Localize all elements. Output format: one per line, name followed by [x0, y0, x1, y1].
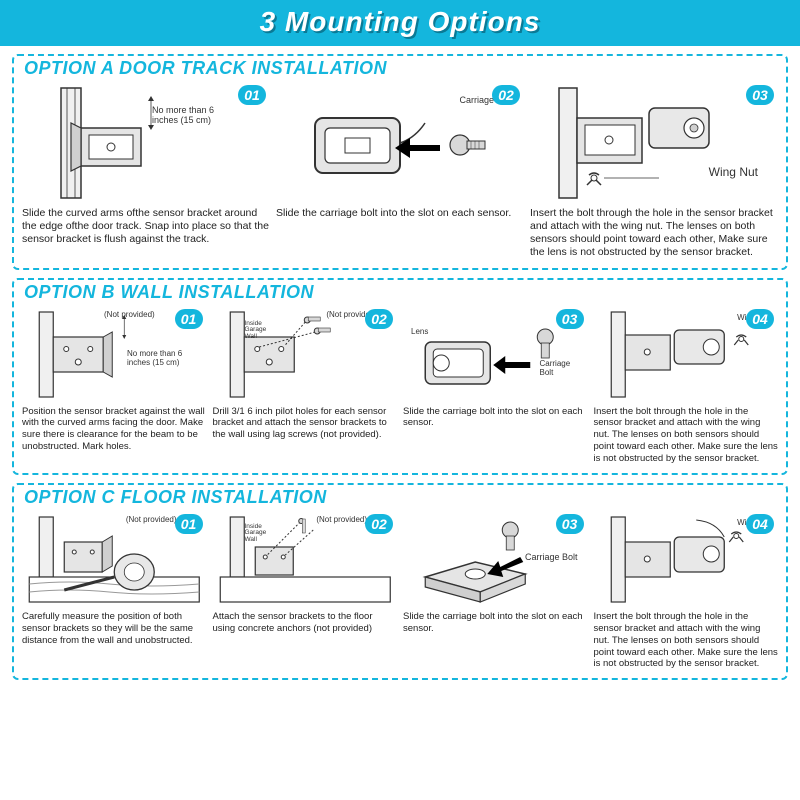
step-a2: 02 Carriage Bolt S [276, 83, 524, 260]
section-a-title: OPTION A DOOR TRACK INSTALLATION [24, 58, 778, 79]
step-b4: 04 Wing Nut Insert the bolt through the … [594, 307, 779, 465]
step-a1: 01 No more than 6 inches (15 cm [22, 83, 270, 260]
label-part-c3: Carriage Bolt [525, 552, 578, 562]
diagram-c2: 02 (Not provided) Inside Garage Wall [213, 512, 398, 607]
caption-c4: Insert the bolt through the hole in the … [594, 611, 779, 670]
diagram-c3: 03 Carriage Bolt [403, 512, 588, 607]
caption-a3: Insert the bolt through the hole in the … [530, 207, 778, 260]
badge-b1: 01 [175, 309, 203, 329]
section-option-b: OPTION B WALL INSTALLATION 01 (Not provi… [12, 278, 788, 475]
step-a3: 03 Wing Nut Insert the bolt t [530, 83, 778, 260]
label-np-c1: (Not provided) [126, 515, 177, 524]
label-dim-a1: No more than 6 inches (15 cm) [152, 105, 242, 125]
caption-c1: Carefully measure the position of both s… [22, 611, 207, 647]
badge-a1: 01 [238, 85, 266, 105]
label-wall-b2: Inside Garage Wall [245, 321, 275, 341]
badge-c1: 01 [175, 514, 203, 534]
badge-c4: 04 [746, 514, 774, 534]
section-b-steps: 01 (Not provided) No more than 6 inches … [22, 307, 778, 465]
caption-a1: Slide the curved arms ofthe sensor brack… [22, 207, 270, 246]
caption-b3: Slide the carriage bolt into the slot on… [403, 406, 588, 430]
label-lens-b3: Lens [411, 327, 428, 336]
badge-b3: 03 [556, 309, 584, 329]
badge-a2: 02 [492, 85, 520, 105]
diagram-b3: 03 Lens Carriage Bolt [403, 307, 588, 402]
step-b1: 01 (Not provided) No more than 6 inches … [22, 307, 207, 465]
diagram-b2: 02 (Not provided) Inside Garage Wa [213, 307, 398, 402]
section-a-steps: 01 No more than 6 inches (15 cm [22, 83, 778, 260]
section-c-steps: 01 (Not provided) Carefully m [22, 512, 778, 670]
badge-c3: 03 [556, 514, 584, 534]
diagram-b1: 01 (Not provided) No more than 6 inches … [22, 307, 207, 402]
label-np-c2: (Not provided) [316, 515, 367, 524]
diagram-c1: 01 (Not provided) [22, 512, 207, 607]
diagram-a2: 02 Carriage Bolt [276, 83, 524, 203]
step-b2: 02 (Not provided) Inside Garage Wa [213, 307, 398, 465]
section-option-c: OPTION C FLOOR INSTALLATION 01 [12, 483, 788, 680]
caption-b1: Position the sensor bracket against the … [22, 406, 207, 454]
step-c3: 03 Carriage Bolt Slide the carriage bolt… [403, 512, 588, 670]
step-c2: 02 (Not provided) Inside Garage Wall Att… [213, 512, 398, 670]
caption-a2: Slide the carriage bolt into the slot on… [276, 207, 524, 220]
badge-a3: 03 [746, 85, 774, 105]
label-part-a3: Wing Nut [709, 165, 758, 179]
step-c4: 04 Wing Nut Insert the bolt through the … [594, 512, 779, 670]
diagram-a1: 01 No more than 6 inches (15 cm [22, 83, 270, 203]
label-wall-c2: Inside Garage Wall [245, 524, 275, 544]
diagram-b4: 04 Wing Nut [594, 307, 779, 402]
badge-c2: 02 [365, 514, 393, 534]
page-title: 3 Mounting Options [0, 0, 800, 46]
diagram-a3: 03 Wing Nut [530, 83, 778, 203]
diagram-c4: 04 Wing Nut [594, 512, 779, 607]
label-dim-b1: No more than 6 inches (15 cm) [127, 349, 197, 367]
caption-c3: Slide the carriage bolt into the slot on… [403, 611, 588, 635]
section-c-title: OPTION C FLOOR INSTALLATION [24, 487, 778, 508]
caption-c2: Attach the sensor brackets to the floor … [213, 611, 398, 635]
step-c1: 01 (Not provided) Carefully m [22, 512, 207, 670]
badge-b4: 04 [746, 309, 774, 329]
caption-b4: Insert the bolt through the hole in the … [594, 406, 779, 465]
section-option-a: OPTION A DOOR TRACK INSTALLATION 01 [12, 54, 788, 270]
caption-b2: Drill 3/1 6 inch pilot holes for each se… [213, 406, 398, 442]
label-part-b3: Carriage Bolt [540, 359, 580, 377]
label-np-b1: (Not provided) [104, 310, 155, 319]
step-b3: 03 Lens Carriage Bolt Slide the carriage… [403, 307, 588, 465]
badge-b2: 02 [365, 309, 393, 329]
section-b-title: OPTION B WALL INSTALLATION [24, 282, 778, 303]
